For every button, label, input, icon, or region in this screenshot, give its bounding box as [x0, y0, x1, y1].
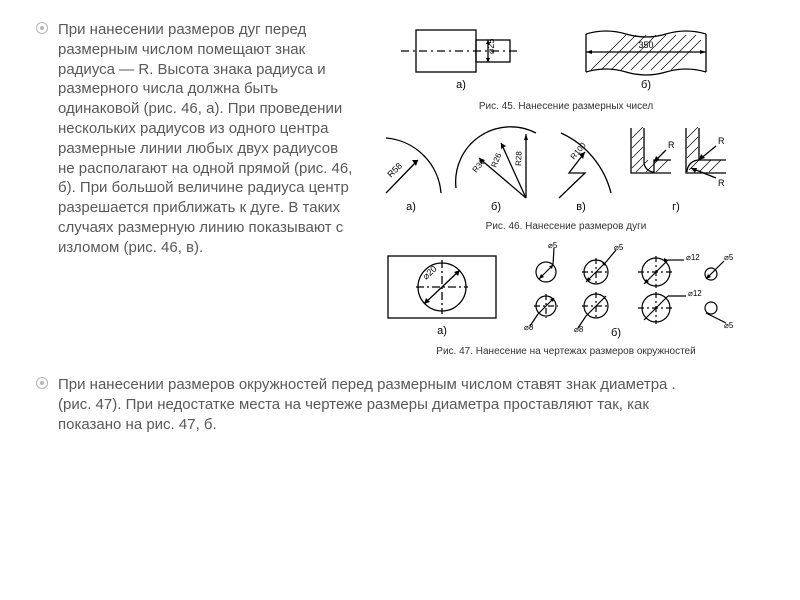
fig47-b-label: б): [611, 327, 621, 339]
figure-47: ⌀20 а): [376, 238, 756, 357]
text-column: При нанесении размеров дуг перед размерн…: [36, 20, 356, 363]
figure-47-caption: Рис. 47. Нанесение на чертежах размеров …: [376, 346, 756, 357]
figures-column: ⌀25 а): [376, 20, 756, 363]
bottom-text: При нанесении размеров окружностей перед…: [36, 375, 676, 434]
page-root: При нанесении размеров дуг перед размерн…: [0, 0, 800, 600]
fig46-b-label: б): [491, 201, 501, 213]
fig46-v-label: в): [576, 201, 586, 213]
figure-46-caption: Рис. 46. Нанесение размеров дуги: [376, 221, 756, 232]
figure-45: ⌀25 а): [376, 20, 756, 112]
fig46-r26: R26: [490, 151, 504, 168]
figure-45-svg: ⌀25 а): [376, 20, 736, 98]
fig46-g-label: г): [672, 201, 680, 213]
fig47-d8-2: ⌀8: [574, 325, 584, 334]
fig47-d12-2: ⌀12: [688, 289, 702, 298]
fig47-d5-3: ⌀5: [724, 253, 734, 262]
bullet-1: При нанесении размеров дуг перед размерн…: [36, 20, 356, 258]
fig45-dim-a: ⌀25: [486, 39, 496, 54]
fig45-dim-b: 350: [638, 40, 653, 50]
fig46-r-rt: R: [718, 136, 725, 146]
fig47-d5-4: ⌀5: [724, 321, 734, 330]
fig46-r100: R100: [569, 140, 589, 161]
fig47-d5-2: ⌀5: [614, 243, 624, 252]
figure-47-svg: ⌀20 а): [376, 238, 736, 343]
bullet-icon: [36, 22, 50, 36]
fig47-d8-1: ⌀8: [524, 323, 534, 332]
bullet-icon: [36, 377, 50, 391]
figure-46: R58 а) R30 R26 R28 б): [376, 118, 756, 232]
paragraph-2: При нанесении размеров окружностей перед…: [58, 375, 676, 434]
fig46-r28: R28: [514, 151, 524, 167]
fig46-r-rb: R: [718, 178, 725, 188]
fig47-d20: ⌀20: [421, 264, 439, 282]
fig47-a-label: а): [437, 325, 447, 337]
bullet-2: При нанесении размеров окружностей перед…: [36, 375, 676, 434]
fig45-b-label: б): [641, 79, 651, 91]
top-row: При нанесении размеров дуг перед размерн…: [36, 20, 772, 363]
figure-46-svg: R58 а) R30 R26 R28 б): [376, 118, 736, 218]
fig47-d12-1: ⌀12: [686, 253, 700, 262]
fig46-r-left: R: [668, 140, 675, 150]
figure-45-caption: Рис. 45. Нанесение размерных чисел: [376, 101, 756, 112]
fig47-d5-1: ⌀5: [548, 241, 558, 250]
fig45-a-label: а): [456, 79, 466, 91]
fig46-r30: R30: [471, 157, 488, 174]
fig46-a-label: а): [406, 201, 416, 213]
paragraph-1: При нанесении размеров дуг перед размерн…: [58, 20, 356, 258]
